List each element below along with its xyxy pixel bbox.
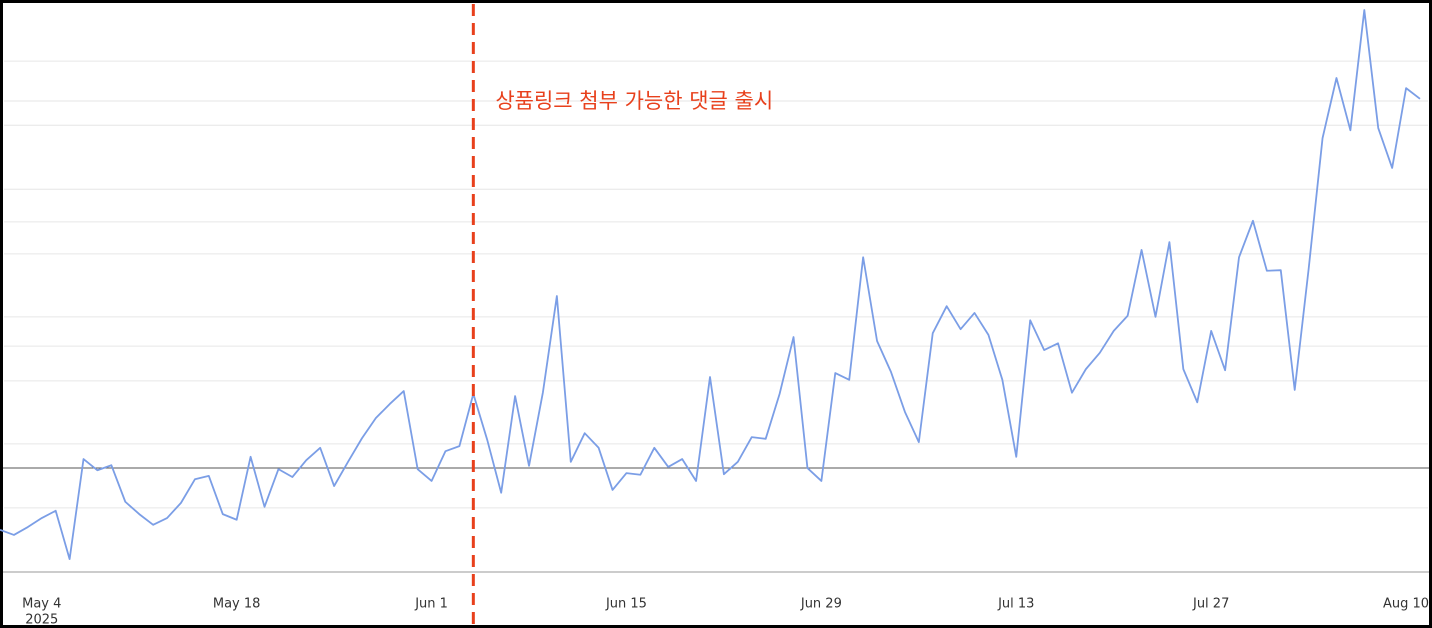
x-tick-label: Jun 15 xyxy=(605,597,647,612)
x-tick-label: Jun 29 xyxy=(800,597,842,612)
x-tick-label: Aug 10 xyxy=(1383,597,1429,612)
x-tick-label: May 18 xyxy=(213,597,261,612)
line-series xyxy=(0,9,1421,560)
x-tick-label: May 4 xyxy=(22,597,61,612)
year-label: 2025 xyxy=(25,613,58,628)
x-tick-label: Jun 1 xyxy=(414,597,448,612)
x-tick-label: Jul 13 xyxy=(997,597,1034,612)
annotation-text: 상품링크 첨부 가능한 댓글 출시 xyxy=(495,89,773,113)
x-tick-label: Jul 27 xyxy=(1192,597,1229,612)
